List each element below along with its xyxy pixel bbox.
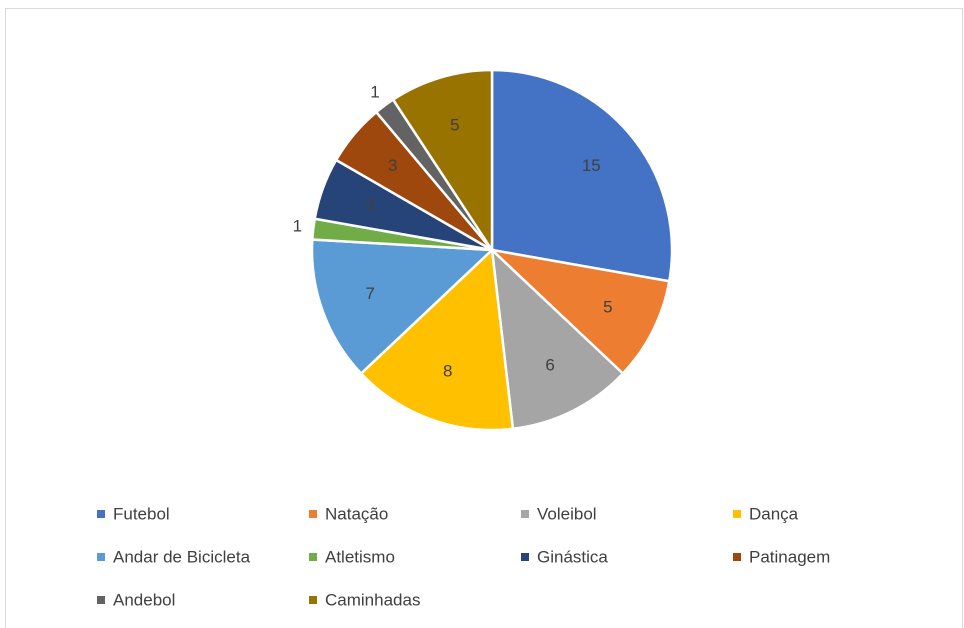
legend-swatch [309,510,317,518]
data-label: 1 [370,82,379,101]
legend-label: Dança [749,504,799,523]
legend-label: Atletismo [325,547,395,566]
pie-slice [488,248,671,376]
legend-swatch [97,553,105,561]
pie-slice [310,238,495,376]
legend-swatch [733,553,741,561]
data-label: 6 [545,355,554,374]
legend-swatch [521,510,529,518]
legend-label: Ginástica [537,547,608,566]
pie-slice [359,247,515,432]
legend-label: Andebol [113,590,175,609]
data-label: 5 [450,115,459,134]
data-label: 15 [582,156,601,175]
data-label: 5 [603,298,612,317]
legend-label: Andar de Bicicleta [113,547,251,566]
legend-swatch [521,553,529,561]
pie-slice [391,68,494,255]
legend-label: Natação [325,504,388,523]
legend-swatch [733,510,741,518]
data-label: 3 [388,156,397,175]
data-label: 3 [365,195,374,214]
legend-swatch [97,596,105,604]
legend-swatch [309,553,317,561]
legend-swatch [309,596,317,604]
data-label: 1 [293,217,302,236]
legend-swatch [97,510,105,518]
data-label: 8 [443,361,452,380]
legend-label: Voleibol [537,504,597,523]
legend-label: Patinagem [749,547,830,566]
pie-slice [490,68,674,283]
data-label: 7 [365,284,374,303]
legend-label: Futebol [113,504,170,523]
legend-label: Caminhadas [325,590,420,609]
pie-slice [490,246,625,431]
